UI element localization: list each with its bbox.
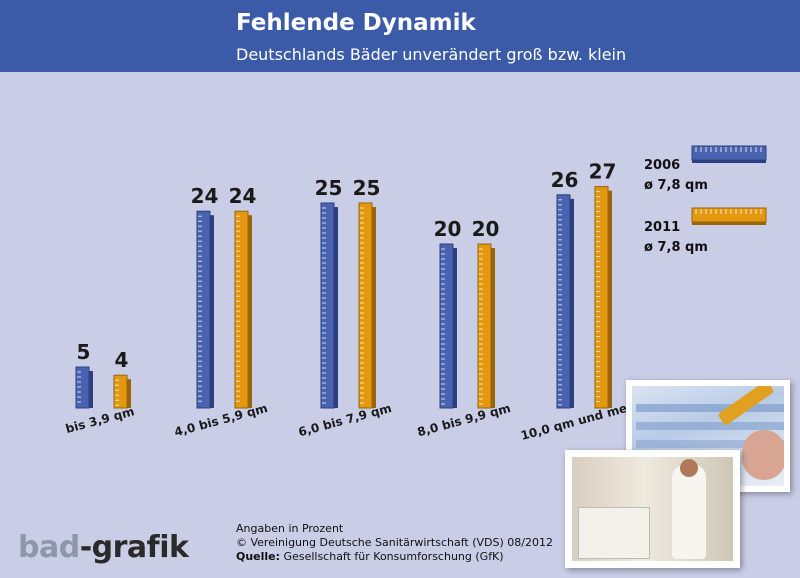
category-label-4: 10,0 qm und mehr [519,397,642,443]
bar-chart: 5 4 bis 3,9 qm 24 24 4,0 bis 5,9 qm 25 25 6,0 bi… [64,145,767,443]
category-label-2: 6,0 bis 7,9 qm [297,401,393,439]
data-label-2011-2: 25 [353,176,381,200]
legend-ruler-depth-2011 [692,221,766,225]
category-label-0: bis 3,9 qm [64,404,136,436]
category-label-1: 4,0 bis 5,9 qm [173,401,269,439]
data-label-2006-1: 24 [191,184,219,208]
bar-depth-2006-2 [334,207,338,408]
data-label-2011-1: 24 [229,184,257,208]
chart-title: Fehlende Dynamik [236,10,476,36]
bar-2006-3 [439,243,454,409]
footer-notes: Angaben in Prozent © Vereinigung Deutsch… [236,522,553,564]
category-label-3: 8,0 bis 9,9 qm [416,401,512,439]
bar-depth-2011-1 [248,215,252,408]
bar-depth-2011-0 [127,379,131,408]
bar-depth-2011-4 [608,190,612,408]
data-label-2011-0: 4 [115,348,129,372]
legend-ruler-2011 [691,207,767,223]
data-label-2006-0: 5 [77,340,91,364]
bar-2011-1 [234,210,249,409]
bar-2011-2 [358,202,373,409]
footer-unit: Angaben in Prozent [236,522,344,535]
legend-ruler-depth-2006 [692,159,766,163]
bar-2006-2 [320,202,335,409]
photo-bathroom [565,450,740,568]
header-banner: Fehlende Dynamik Deutschlands Bäder unve… [0,0,800,72]
data-label-2006-2: 25 [315,176,343,200]
legend-year-2006: 2006 [644,158,681,173]
chart-subtitle: Deutschlands Bäder unverändert groß bzw.… [236,45,627,64]
footer-source-text: Gesellschaft für Konsumforschung (GfK) [280,550,504,563]
footer-copyright: © Vereinigung Deutsche Sanitärwirtschaft… [236,536,553,549]
bar-depth-2011-2 [372,207,376,408]
logo: bad-grafik [18,530,189,565]
bar-depth-2006-1 [210,215,214,408]
legend-year-2011: 2011 [644,220,681,235]
data-label-2011-3: 20 [472,217,500,241]
legend-ruler-2006 [691,145,767,161]
footer-source-label: Quelle: [236,550,281,563]
bar-depth-2006-3 [453,248,457,408]
legend-avg-2011: ø 7,8 qm [644,240,708,255]
bar-depth-2006-4 [570,198,574,408]
data-label-2006-4: 26 [551,168,579,192]
bar-2011-3 [477,243,492,409]
bar-2011-4 [594,186,609,409]
data-label-2011-4: 27 [589,160,617,184]
bar-depth-2006-0 [89,371,93,408]
logo-part1: bad [18,530,80,565]
legend-avg-2006: ø 7,8 qm [644,178,708,193]
bar-2006-4 [556,194,571,409]
footer-source: Quelle: Gesellschaft für Konsumforschung… [236,550,553,564]
data-label-2006-3: 20 [434,217,462,241]
bar-depth-2011-3 [491,248,495,408]
bar-2006-1 [196,210,211,409]
logo-part2: -grafik [79,530,189,565]
